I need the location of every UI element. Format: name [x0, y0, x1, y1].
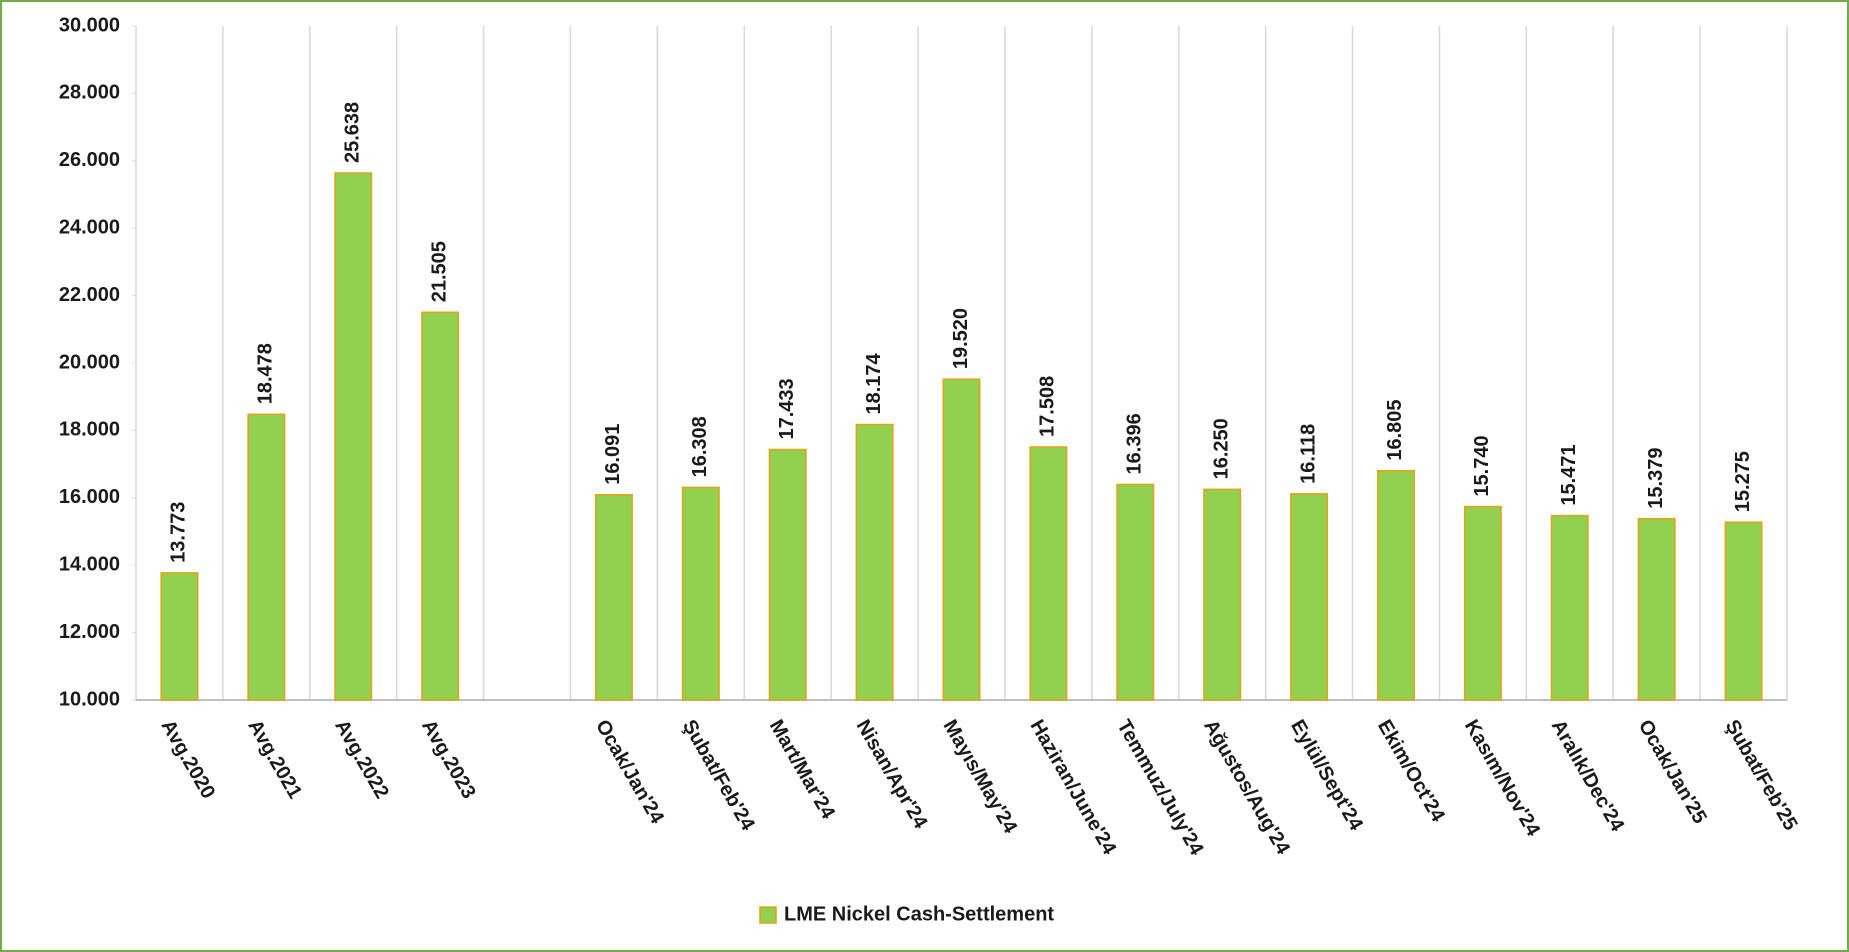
bar: [421, 311, 460, 701]
bar: [681, 486, 720, 701]
bar: [1203, 488, 1242, 701]
data-label: 16.118: [1297, 424, 1319, 484]
data-label: 25.638: [342, 102, 364, 163]
data-label: 15.379: [1645, 448, 1667, 509]
bar: [1029, 446, 1068, 701]
bar: [1116, 483, 1155, 701]
y-tick-label: 12.000: [59, 621, 120, 643]
data-label: 15.471: [1558, 444, 1580, 505]
data-label: 18.174: [863, 352, 885, 414]
bar: [942, 378, 981, 701]
legend-label: LME Nickel Cash-Settlement: [784, 903, 1054, 925]
bar: [160, 572, 199, 701]
y-tick-label: 22.000: [59, 284, 120, 306]
bar: [1376, 469, 1415, 701]
y-tick-label: 14.000: [59, 553, 120, 575]
y-tick-label: 26.000: [59, 149, 120, 171]
bar: [1550, 514, 1589, 701]
y-tick-label: 18.000: [59, 419, 120, 441]
y-tick-label: 24.000: [59, 216, 120, 238]
bar: [1290, 493, 1329, 701]
y-tick-label: 28.000: [59, 82, 120, 104]
bar: [334, 172, 373, 701]
data-label: 16.250: [1210, 418, 1232, 479]
data-label: 16.805: [1384, 399, 1406, 460]
data-label: 13.773: [168, 502, 190, 563]
bar: [768, 448, 807, 701]
data-label: 16.091: [602, 424, 624, 485]
bar: [247, 413, 286, 701]
y-tick-label: 20.000: [59, 351, 120, 373]
bar: [1637, 517, 1676, 701]
data-label: 19.520: [950, 308, 972, 369]
data-label: 17.433: [776, 378, 798, 439]
legend-swatch: [759, 906, 777, 924]
y-tick-label: 10.000: [59, 688, 120, 710]
bar: [855, 423, 894, 701]
data-label: 21.505: [428, 241, 450, 302]
data-label: 15.275: [1732, 451, 1754, 512]
bar: [1463, 505, 1502, 701]
data-label: 17.508: [1037, 376, 1059, 437]
y-tick-label: 16.000: [59, 486, 120, 508]
y-tick-label: 30.000: [59, 14, 120, 36]
data-label: 18.478: [255, 343, 277, 404]
data-label: 16.308: [689, 416, 711, 477]
bar: [594, 493, 633, 701]
data-label: 16.396: [1124, 413, 1146, 474]
bar: [1724, 521, 1763, 701]
data-label: 15.740: [1471, 435, 1493, 496]
